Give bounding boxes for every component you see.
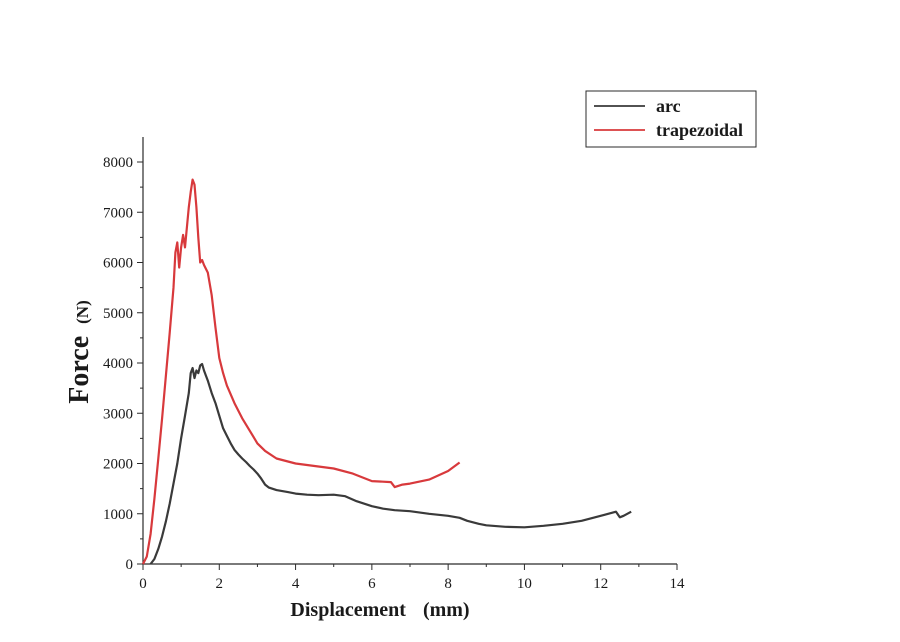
legend-label-arc: arc — [656, 96, 681, 116]
y-tick-label-2000: 2000 — [103, 457, 133, 473]
y-tick-label-4000: 4000 — [103, 356, 133, 372]
x-axis-title: Displacement (mm) — [290, 599, 469, 621]
series-line-arc — [149, 362, 632, 565]
y-tick-label-3000: 3000 — [103, 406, 133, 422]
axes — [142, 137, 677, 565]
x-axis-unit: (mm) — [423, 599, 470, 621]
y-tick-label-0: 0 — [126, 557, 134, 573]
series-line-trapezoidal — [142, 178, 461, 565]
legend: arc trapezoidal — [585, 90, 757, 148]
x-tick-label-2: 2 — [216, 576, 224, 592]
x-tick-label-10: 10 — [517, 576, 532, 592]
series-layer — [142, 178, 632, 565]
y-tick-label-5000: 5000 — [103, 306, 133, 322]
legend-label-trapezoidal: trapezoidal — [656, 120, 743, 140]
y-axis-title: Force (N) — [64, 300, 95, 404]
legend-box — [585, 90, 757, 148]
y-tick-label-8000: 8000 — [103, 155, 133, 171]
x-tick-label-8: 8 — [444, 576, 452, 592]
y-axis-title-text: Force (N) — [64, 300, 95, 404]
y-axis-label: Force — [64, 336, 95, 404]
x-tick-label-0: 0 — [139, 576, 147, 592]
x-tick-label-6: 6 — [368, 576, 376, 592]
ticks: 0 2 4 6 8 10 12 14 0 1000 2000 3000 4000 5000 6000 7000… — [103, 155, 685, 592]
y-tick-label-6000: 6000 — [103, 256, 133, 272]
y-tick-label-7000: 7000 — [103, 205, 133, 221]
y-tick-label-1000: 1000 — [103, 507, 133, 523]
x-axis-label: Displacement — [290, 599, 406, 621]
x-tick-label-12: 12 — [593, 576, 608, 592]
x-tick-label-14: 14 — [670, 576, 686, 592]
x-tick-label-4: 4 — [292, 576, 300, 592]
y-axis-unit: (N) — [73, 300, 92, 324]
